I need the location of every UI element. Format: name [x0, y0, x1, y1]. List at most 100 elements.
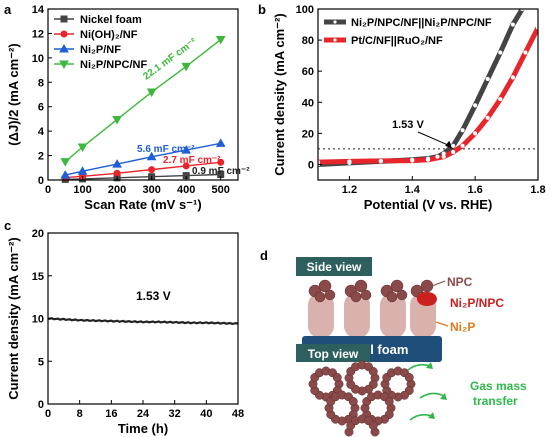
chart-a-annotation-blue: 5.6 mF cm⁻² [137, 144, 195, 155]
y-tick-label: 14 [32, 4, 45, 16]
chart-a-xlabel: Scan Rate (mV s⁻¹) [84, 197, 201, 212]
panel-label-d: d [260, 248, 268, 263]
data-point [215, 138, 226, 147]
gas-arrowhead [428, 412, 435, 419]
y-tick-label: 20 [32, 228, 44, 240]
ni2p-npc-highlight [417, 292, 437, 306]
chart-b-annotation: 1.53 V [392, 119, 424, 131]
data-point [451, 149, 456, 155]
data-point [181, 145, 192, 154]
data-point [77, 166, 88, 175]
data-point [410, 158, 415, 163]
porous-npc-network [308, 360, 416, 437]
data-point [425, 157, 431, 162]
data-point [146, 88, 157, 98]
data-point [146, 151, 157, 161]
legend-marker [59, 43, 69, 53]
legend-label: Ni₂P/NPC/NF||Ni₂P/NPC/NF [351, 17, 492, 29]
data-point [182, 162, 190, 170]
npc-clusters [308, 279, 437, 306]
legend-label: Ni₂P/NF [80, 44, 121, 56]
ni2p-pillar [344, 293, 370, 338]
chart-c-annotation: 1.53 V [136, 289, 171, 303]
y-tick-label: 20 [302, 128, 314, 140]
data-point [435, 154, 440, 159]
legend-label: Ni₂P/NPC/NF [80, 59, 148, 71]
chart-c-frame [47, 232, 239, 405]
data-point [112, 159, 122, 168]
data-point [510, 22, 515, 27]
gas-arrowhead [440, 393, 447, 400]
x-tick-label: 200 [108, 184, 126, 196]
x-tick-label: 8 [77, 408, 83, 420]
chart-a-frame [47, 8, 239, 181]
x-tick-label: 1.4 [405, 184, 421, 196]
y-tick-label: 15 [32, 271, 44, 283]
npc-particle [348, 397, 358, 406]
data-point [148, 166, 156, 174]
data-point [485, 115, 490, 120]
gas-arrow [407, 363, 431, 371]
chart-b: 1.2 1.4 1.6 1.8 0 20 40 60 80 100 Potential (V v… [272, 4, 546, 212]
chart-a-ylabel: (ΔJ)/2 (mA cm⁻²) [6, 43, 21, 145]
x-tick-label: 100 [73, 184, 91, 196]
data-point [112, 116, 122, 125]
y-tick-label: 12 [32, 28, 44, 40]
data-point [523, 50, 528, 55]
legend-marker [60, 30, 68, 38]
data-point [347, 159, 352, 164]
chart-c-ylabel: Current density (mA cm⁻²) [6, 237, 21, 399]
legend-marker [333, 38, 337, 42]
gas-label-line1: Gas mass [470, 379, 527, 393]
annotation-arrowhead [445, 140, 454, 149]
side-view-box [296, 257, 372, 276]
data-point [113, 169, 121, 177]
x-tick-label: 500 [212, 184, 230, 196]
y-tick-label: 60 [302, 66, 314, 78]
y-tick-label: 100 [296, 4, 314, 16]
data-point [181, 62, 192, 72]
gas-arrowhead [426, 362, 433, 369]
x-tick-label: 1.2 [342, 184, 357, 196]
data-point [217, 158, 225, 166]
ni2p-pillar [380, 293, 406, 338]
ni2p-label: Ni₂P [450, 320, 475, 334]
data-point [498, 97, 503, 102]
series-line [64, 38, 222, 163]
npc-particle [404, 373, 414, 382]
gas-arrow [419, 392, 445, 399]
side-view-label: Side view [307, 260, 362, 274]
y-tick-label: 2 [38, 151, 44, 163]
npc-pointer [431, 280, 446, 287]
npc-particle [368, 367, 378, 376]
chart-c-xlabel: Time (h) [118, 421, 168, 436]
y-tick-label: 6 [38, 102, 44, 114]
legend-label: Ni(OH)₂/NF [80, 29, 138, 41]
series-line [318, 26, 538, 165]
gas-arrows [407, 363, 445, 421]
data-point [441, 154, 446, 159]
data-point [60, 170, 71, 179]
y-tick-label: 0 [38, 175, 44, 187]
data-point [215, 36, 226, 45]
panel-label-b: b [258, 2, 266, 17]
data-point [510, 75, 515, 80]
x-tick-label: 300 [142, 184, 160, 196]
x-tick-label: 24 [137, 408, 150, 420]
annotation-arrow [417, 131, 451, 147]
chart-a-annotation-black: 0.9 mF cm⁻² [192, 166, 250, 177]
ni2p-npc-label: Ni₂P/NPC [450, 296, 504, 310]
x-tick-label: 48 [232, 408, 244, 420]
data-point [498, 50, 503, 55]
chart-b-ylabel: Current density (mA cm⁻²) [272, 13, 287, 175]
x-tick-label: 0 [45, 184, 51, 196]
series-line [47, 317, 239, 326]
y-tick-label: 8 [38, 77, 44, 89]
data-point [378, 158, 383, 163]
y-tick-label: 0 [38, 399, 44, 411]
x-tick-label: 1.6 [467, 184, 482, 196]
legend-marker [59, 60, 69, 70]
y-tick-label: 4 [38, 126, 45, 138]
y-tick-label: 0 [308, 159, 314, 171]
